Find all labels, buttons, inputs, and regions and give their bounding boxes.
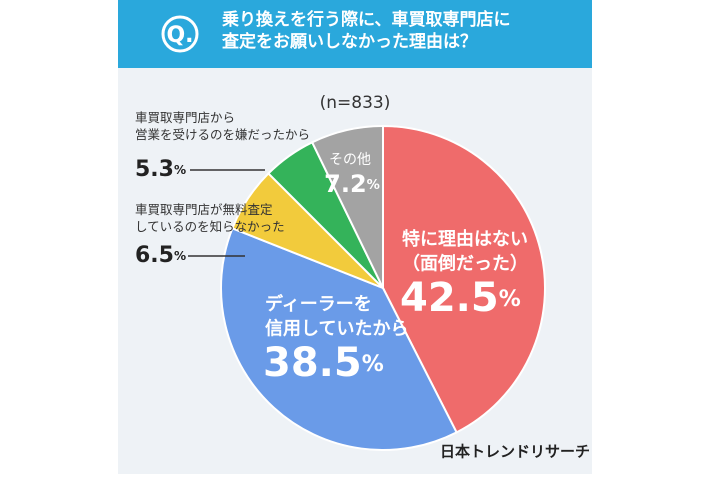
chart-title: 乗り換えを行う際に、車買取専門店に査定をお願いしなかった理由は？: [221, 9, 511, 52]
q-label: Q.: [166, 23, 193, 48]
value-label: 7.2%: [324, 170, 380, 198]
sample-size: (n=833): [320, 93, 391, 113]
pie-slice: [220, 227, 458, 451]
q-circle: [161, 15, 199, 53]
source: 日本トレンドリサーチ: [440, 443, 590, 461]
value-label: 38.5%: [263, 340, 384, 386]
pie-slice: [382, 124, 546, 434]
category-label: 車買取専門店が無料査定しているのを知らなかった: [135, 202, 285, 234]
value-label: 42.5%: [400, 275, 521, 321]
category-label: 特に理由はない（面倒だった）: [402, 228, 528, 274]
category-label: ディーラーを信用していたから: [265, 293, 408, 339]
category-label: その他: [329, 152, 371, 168]
pie-slice: [310, 124, 384, 289]
value-label: 6.5%: [135, 243, 186, 268]
value-label: 5.3%: [135, 157, 186, 182]
category-label: 車買取専門店から営業を受けるのを嫌だったから: [135, 110, 310, 142]
